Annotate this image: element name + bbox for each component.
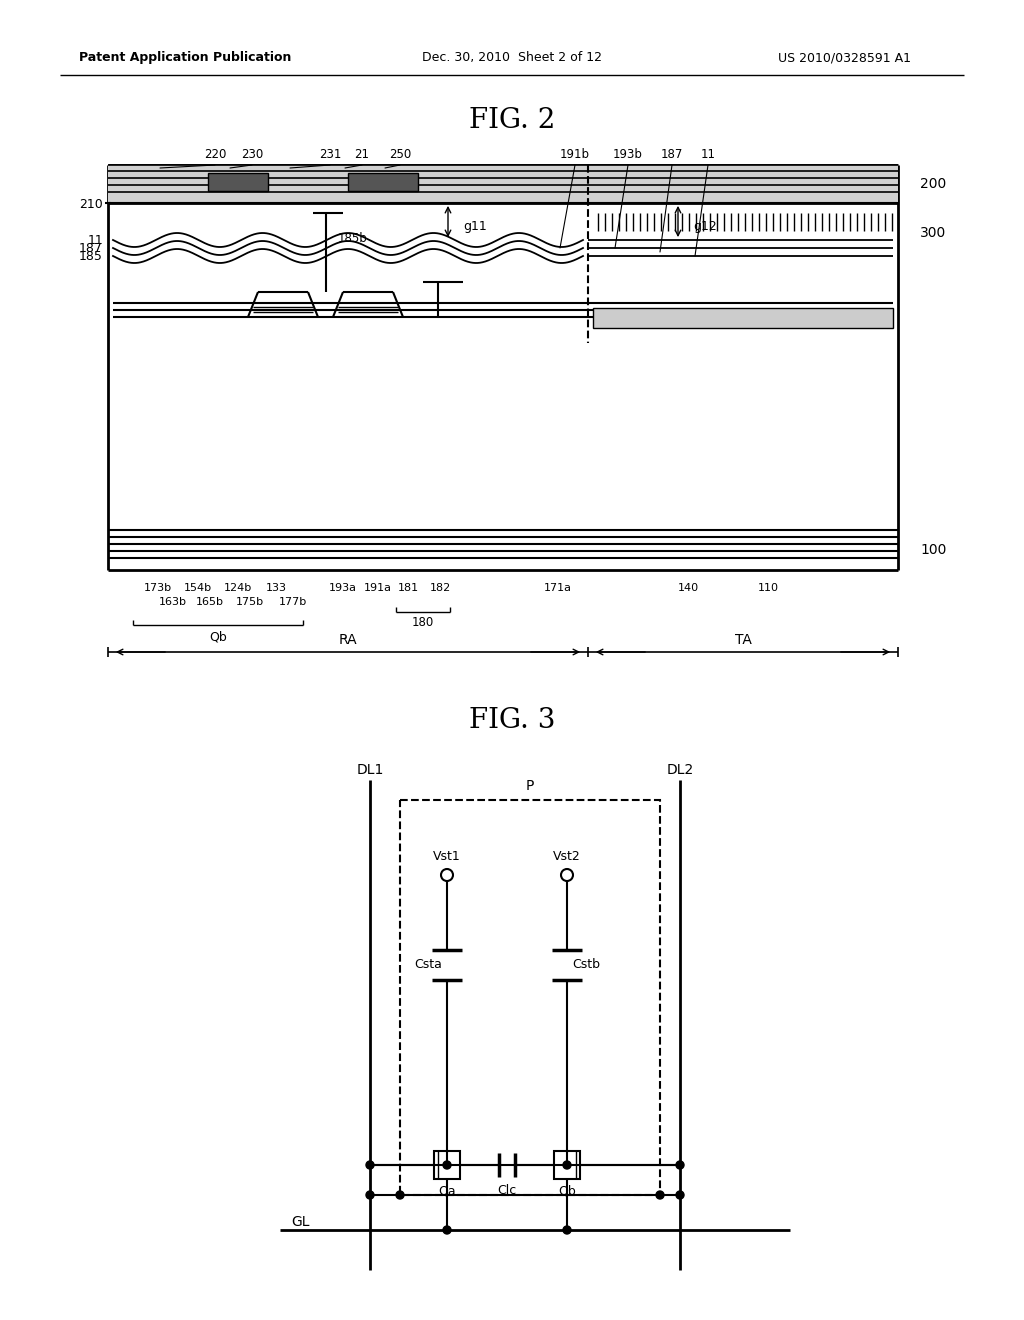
Text: 191a: 191a — [364, 583, 392, 593]
Text: 110: 110 — [758, 583, 778, 593]
Text: 220: 220 — [204, 149, 226, 161]
Text: 187: 187 — [660, 149, 683, 161]
Text: DL2: DL2 — [667, 763, 693, 777]
Text: 210: 210 — [79, 198, 103, 211]
Text: 163b: 163b — [159, 597, 187, 607]
Circle shape — [396, 1191, 404, 1199]
Text: 231: 231 — [318, 149, 341, 161]
Text: 250: 250 — [389, 149, 411, 161]
Text: 191b: 191b — [560, 149, 590, 161]
Text: US 2010/0328591 A1: US 2010/0328591 A1 — [778, 51, 911, 65]
Text: DL1: DL1 — [356, 763, 384, 777]
Text: 173b: 173b — [144, 583, 172, 593]
Text: 140: 140 — [678, 583, 698, 593]
Text: FIG. 2: FIG. 2 — [469, 107, 555, 133]
Circle shape — [563, 1162, 571, 1170]
Text: 181: 181 — [397, 583, 419, 593]
Circle shape — [366, 1191, 374, 1199]
Text: 100: 100 — [920, 543, 946, 557]
Text: 154b: 154b — [184, 583, 212, 593]
Text: 193b: 193b — [613, 149, 643, 161]
Bar — [348, 173, 418, 191]
Text: 200: 200 — [920, 177, 946, 191]
Text: Vst1: Vst1 — [433, 850, 461, 863]
Text: 21: 21 — [354, 149, 370, 161]
Bar — [400, 800, 660, 1195]
Circle shape — [443, 1226, 451, 1234]
Bar — [554, 1151, 580, 1179]
Text: TA: TA — [734, 634, 752, 647]
Bar — [434, 1151, 460, 1179]
Circle shape — [656, 1191, 664, 1199]
Text: Clc: Clc — [498, 1184, 517, 1196]
Text: Qb: Qb — [209, 631, 227, 644]
Text: 230: 230 — [241, 149, 263, 161]
Text: 11: 11 — [87, 234, 103, 247]
Text: 124b: 124b — [224, 583, 252, 593]
Text: 165b: 165b — [196, 597, 224, 607]
Text: 185: 185 — [79, 249, 103, 263]
Text: Cstb: Cstb — [572, 958, 600, 972]
Text: 193a: 193a — [329, 583, 357, 593]
Text: 187: 187 — [79, 242, 103, 255]
Text: 182: 182 — [429, 583, 451, 593]
Text: Qb: Qb — [558, 1184, 575, 1197]
Text: 11: 11 — [700, 149, 716, 161]
Text: Csta: Csta — [414, 958, 442, 972]
Circle shape — [563, 1226, 571, 1234]
Text: FIG. 3: FIG. 3 — [469, 706, 555, 734]
Bar — [208, 173, 268, 191]
Text: Vst2: Vst2 — [553, 850, 581, 863]
Text: 133: 133 — [265, 583, 287, 593]
Text: g11: g11 — [463, 220, 486, 234]
Text: 300: 300 — [920, 226, 946, 240]
Text: P: P — [525, 779, 535, 793]
Text: 171a: 171a — [544, 583, 572, 593]
Text: g12: g12 — [693, 220, 717, 234]
Text: 177b: 177b — [279, 597, 307, 607]
Bar — [108, 165, 898, 203]
Text: RA: RA — [339, 634, 357, 647]
Text: 180: 180 — [412, 615, 434, 628]
Text: Dec. 30, 2010  Sheet 2 of 12: Dec. 30, 2010 Sheet 2 of 12 — [422, 51, 602, 65]
Text: Patent Application Publication: Patent Application Publication — [79, 51, 291, 65]
Text: Qa: Qa — [438, 1184, 456, 1197]
Circle shape — [676, 1162, 684, 1170]
Text: 185b: 185b — [338, 231, 368, 244]
Text: 175b: 175b — [236, 597, 264, 607]
Circle shape — [443, 1162, 451, 1170]
Circle shape — [366, 1162, 374, 1170]
Bar — [593, 308, 893, 327]
Circle shape — [676, 1191, 684, 1199]
Text: GL: GL — [292, 1214, 310, 1229]
